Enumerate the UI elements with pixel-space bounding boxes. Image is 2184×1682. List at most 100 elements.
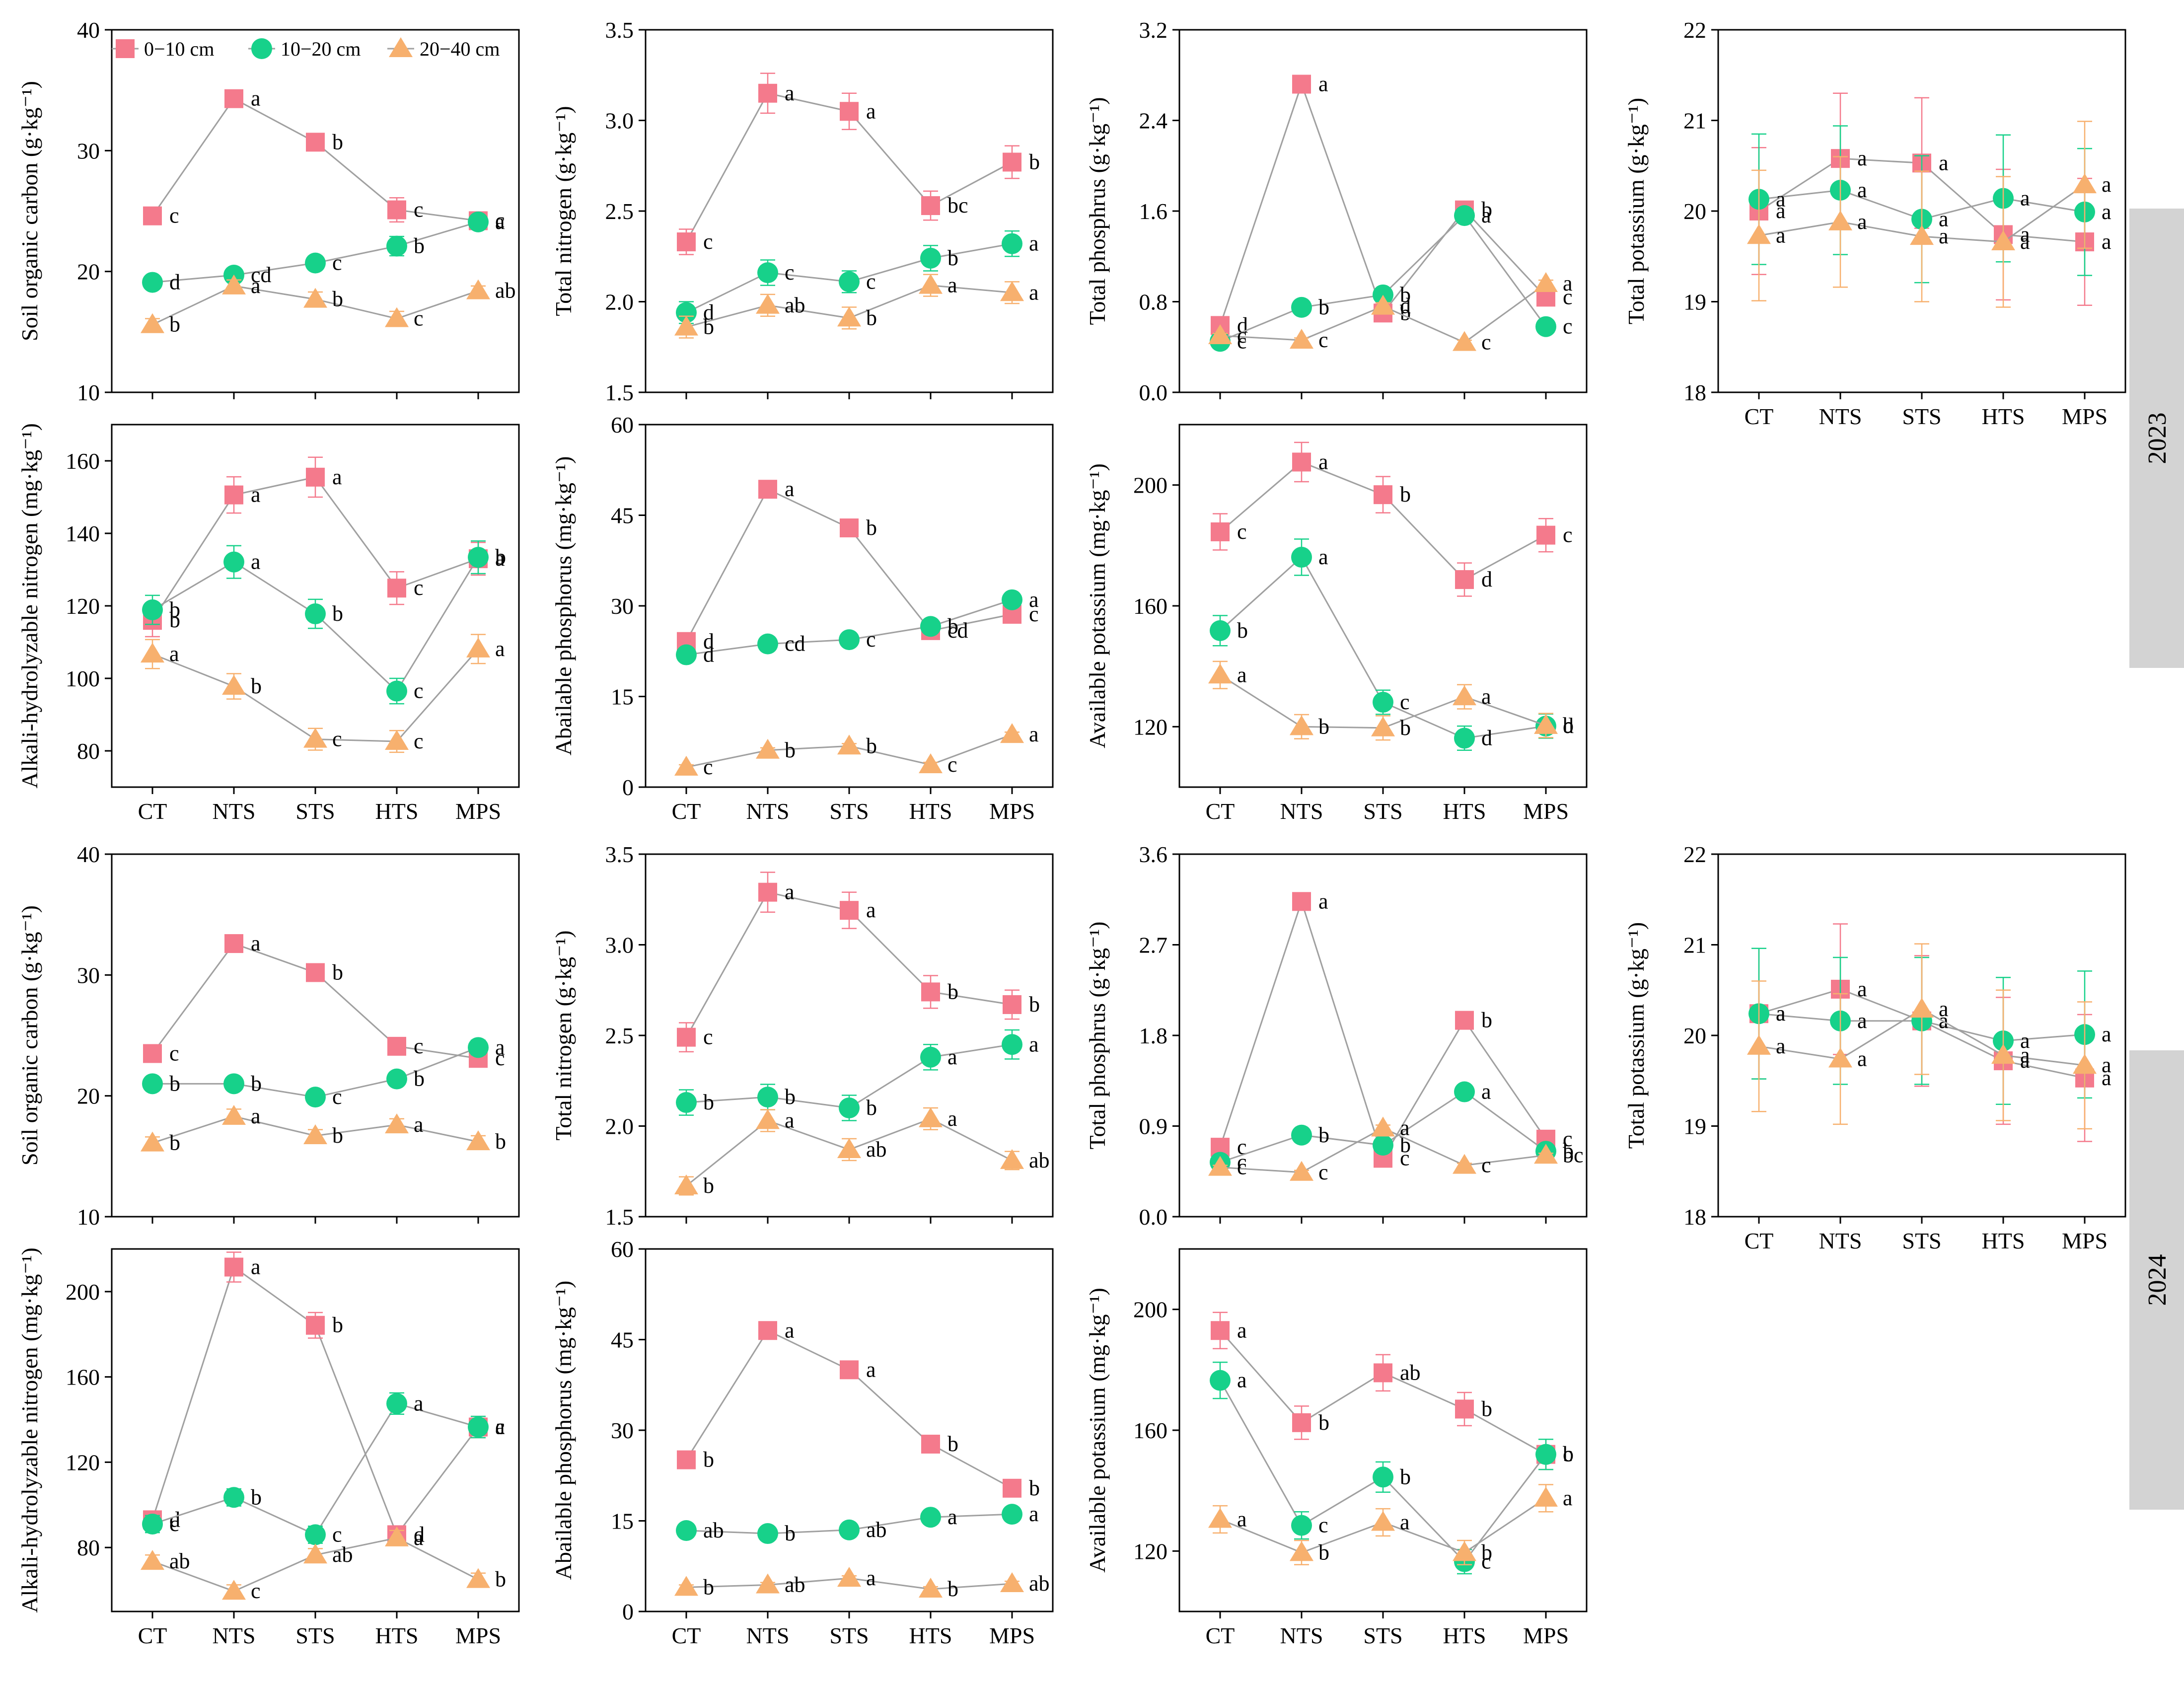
significance-letter: a xyxy=(1318,72,1328,96)
significance-letter: a xyxy=(251,931,261,955)
series-10-20cm: b b b a a xyxy=(676,1029,1039,1121)
data-point-nts xyxy=(757,1523,778,1544)
data-point-hts xyxy=(386,1068,407,1090)
x-tick-label-mps: MPS xyxy=(2062,1228,2108,1253)
data-point-sts xyxy=(837,1138,861,1158)
significance-letter: ab xyxy=(785,293,805,317)
significance-letter: b xyxy=(785,1521,796,1545)
y-tick-label: 0.0 xyxy=(1139,380,1168,405)
data-point-sts xyxy=(303,1124,327,1144)
significance-letter: a xyxy=(1029,587,1039,612)
data-point-hts xyxy=(386,1393,407,1414)
y-tick-label: 21 xyxy=(1683,108,1706,134)
x-tick-label-nts: NTS xyxy=(1280,799,1323,824)
significance-letter: a xyxy=(1776,199,1786,223)
significance-letter: b xyxy=(251,1485,262,1509)
significance-letter: c xyxy=(1237,519,1247,544)
panel-ahn_2024: 80 120 160 200 CT NTS STS HTS MPS Alkali-hydrolyz… xyxy=(17,1247,520,1648)
significance-letter: b xyxy=(1318,714,1329,738)
y-axis-title: Abailable phosphorus (mg·kg⁻¹) xyxy=(551,1281,576,1580)
significance-letter: c xyxy=(1400,1146,1410,1170)
significance-letter: b xyxy=(1029,992,1040,1017)
significance-letter: a xyxy=(2020,1048,2030,1073)
data-point-sts xyxy=(305,603,326,625)
legend-marker xyxy=(116,39,135,58)
data-point-sts xyxy=(306,963,325,982)
series-20-40cm: a b a b a xyxy=(1208,1484,1573,1565)
legend-label: 20−40 cm xyxy=(420,38,500,60)
data-point-sts xyxy=(840,901,859,920)
y-tick-label: 15 xyxy=(611,1509,634,1534)
data-point-mps xyxy=(1003,1478,1021,1498)
data-point-sts xyxy=(837,306,861,327)
data-point-mps xyxy=(1535,316,1556,337)
data-point-mps xyxy=(1002,233,1022,254)
significance-letter: c xyxy=(332,727,342,751)
significance-letter: a xyxy=(2020,1028,2030,1053)
data-point-mps xyxy=(1534,1144,1558,1164)
data-point-sts xyxy=(305,1524,326,1545)
series-10-20cm: dc cba xyxy=(676,230,1039,324)
x-tick-label-mps: MPS xyxy=(1523,1623,1569,1648)
significance-letter: c xyxy=(169,204,179,228)
x-tick-label-ct: CT xyxy=(138,799,167,824)
data-point-hts xyxy=(1453,331,1476,351)
data-point-nts xyxy=(758,1321,777,1340)
data-point-hts xyxy=(1453,685,1476,706)
significance-letter: a xyxy=(169,642,179,666)
y-tick-label: 10 xyxy=(77,1204,100,1230)
x-tick-label-sts: STS xyxy=(1902,404,1941,429)
significance-letter: c xyxy=(785,260,795,285)
data-point-ct xyxy=(674,1576,698,1596)
series-20-40cm: b ab a b ab xyxy=(674,1566,1050,1601)
data-point-mps xyxy=(466,1130,490,1151)
y-tick-label: 0.9 xyxy=(1139,1114,1168,1139)
significance-letter: ab xyxy=(866,1518,887,1542)
data-point-ct xyxy=(1210,620,1231,641)
data-point-sts xyxy=(303,1543,327,1564)
y-tick-label: 1.8 xyxy=(1139,1023,1168,1048)
significance-letter: a xyxy=(414,1391,424,1415)
y-tick-label: 0 xyxy=(622,1599,634,1624)
y-tick-label: 160 xyxy=(66,448,100,474)
x-tick-label-nts: NTS xyxy=(213,799,256,824)
significance-letter: a xyxy=(2102,200,2111,224)
series-20-40cm: c b b c a xyxy=(674,722,1039,779)
x-tick-label-hts: HTS xyxy=(375,799,419,824)
significance-letter: a xyxy=(1029,722,1039,746)
significance-letter: c xyxy=(414,306,424,331)
data-point-ct xyxy=(1208,1156,1232,1176)
significance-letter: a xyxy=(2020,1043,2030,1067)
data-point-hts xyxy=(385,1526,409,1546)
data-point-mps xyxy=(466,1568,490,1588)
data-point-hts xyxy=(920,247,941,269)
significance-letter: a xyxy=(1939,997,1949,1021)
y-tick-label: 1.5 xyxy=(605,1204,634,1230)
y-tick-label: 1.6 xyxy=(1139,199,1168,224)
significance-letter: b xyxy=(332,1313,343,1337)
significance-letter: b xyxy=(1318,1540,1329,1564)
data-point-hts xyxy=(386,680,407,702)
x-tick-label-ct: CT xyxy=(672,799,701,824)
panel-ap_2023: 0 15 30 45 60 CT NTS STS HTS MPS Abailable phospho… xyxy=(551,412,1054,824)
significance-letter: c xyxy=(414,1034,424,1058)
x-tick-label-ct: CT xyxy=(1206,1623,1235,1648)
data-point-sts xyxy=(837,1567,861,1587)
panel-ak_2023: 120 160 200 CT NTS STS HTS MPS Available potassi… xyxy=(1085,424,1588,824)
data-point-mps xyxy=(1000,1149,1024,1169)
significance-letter: a xyxy=(1857,210,1867,234)
data-point-sts xyxy=(306,1316,325,1335)
data-point-mps xyxy=(1000,723,1024,743)
significance-letter: b xyxy=(866,515,877,540)
year-band-2024: 2024 xyxy=(2129,1050,2184,1510)
y-axis-title: Abailable phosphorus (mg·kg⁻¹) xyxy=(551,456,576,756)
x-tick-label-sts: STS xyxy=(295,1623,335,1648)
significance-letter: b xyxy=(1481,198,1492,222)
y-tick-label: 10 xyxy=(77,380,100,405)
significance-letter: a xyxy=(785,477,795,501)
significance-letter: c xyxy=(947,752,957,777)
